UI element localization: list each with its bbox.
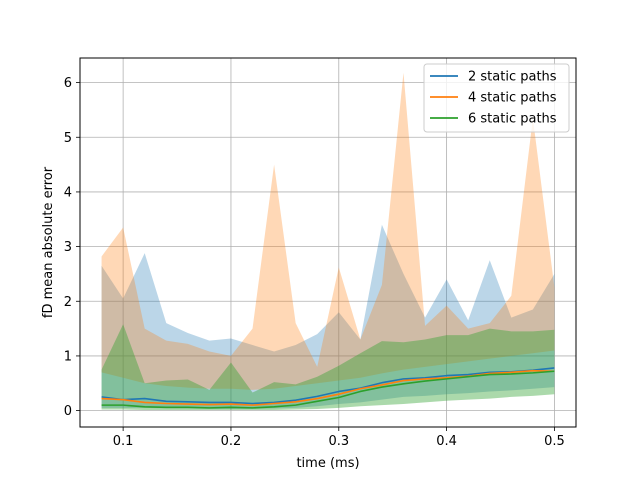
y-tick-label: 5 [64,131,72,146]
mean-line-3 [101,370,555,409]
error-band-3 [101,324,555,411]
y-tick-label: 3 [64,240,72,255]
mean-line-2 [101,369,555,406]
plot-frame [79,57,577,428]
mean-line-1 [101,367,555,405]
mean-lines [101,367,555,409]
x-tick-label: 0.3 [328,434,349,449]
legend-label-1: 2 static paths [468,70,557,85]
legend-box [423,63,570,133]
error-band-1 [101,224,555,409]
legend-label-3: 6 static paths [468,112,557,127]
x-tick-label: 0.2 [221,434,242,449]
x-tick-label: 0.1 [113,434,134,449]
grid [80,58,576,427]
x-tick-label: 0.5 [544,434,565,449]
legend-label-2: 4 static paths [468,91,557,106]
y-tick-label: 0 [64,404,72,419]
y-tick-label: 2 [64,295,72,310]
y-axis-label: fD mean absolute error [41,166,56,318]
error-bands [101,72,555,411]
legend: 2 static paths 4 static paths 6 static pat… [423,63,570,133]
y-tick-label: 6 [64,76,72,91]
error-band-2 [101,72,555,390]
axis-ticks: 0.1 0.2 0.3 0.4 0.5 0 1 2 3 4 5 6 [64,76,565,449]
y-tick-label: 1 [64,349,72,364]
x-axis-label: time (ms) [296,456,359,471]
x-tick-label: 0.4 [436,434,457,449]
y-tick-label: 4 [64,185,72,200]
